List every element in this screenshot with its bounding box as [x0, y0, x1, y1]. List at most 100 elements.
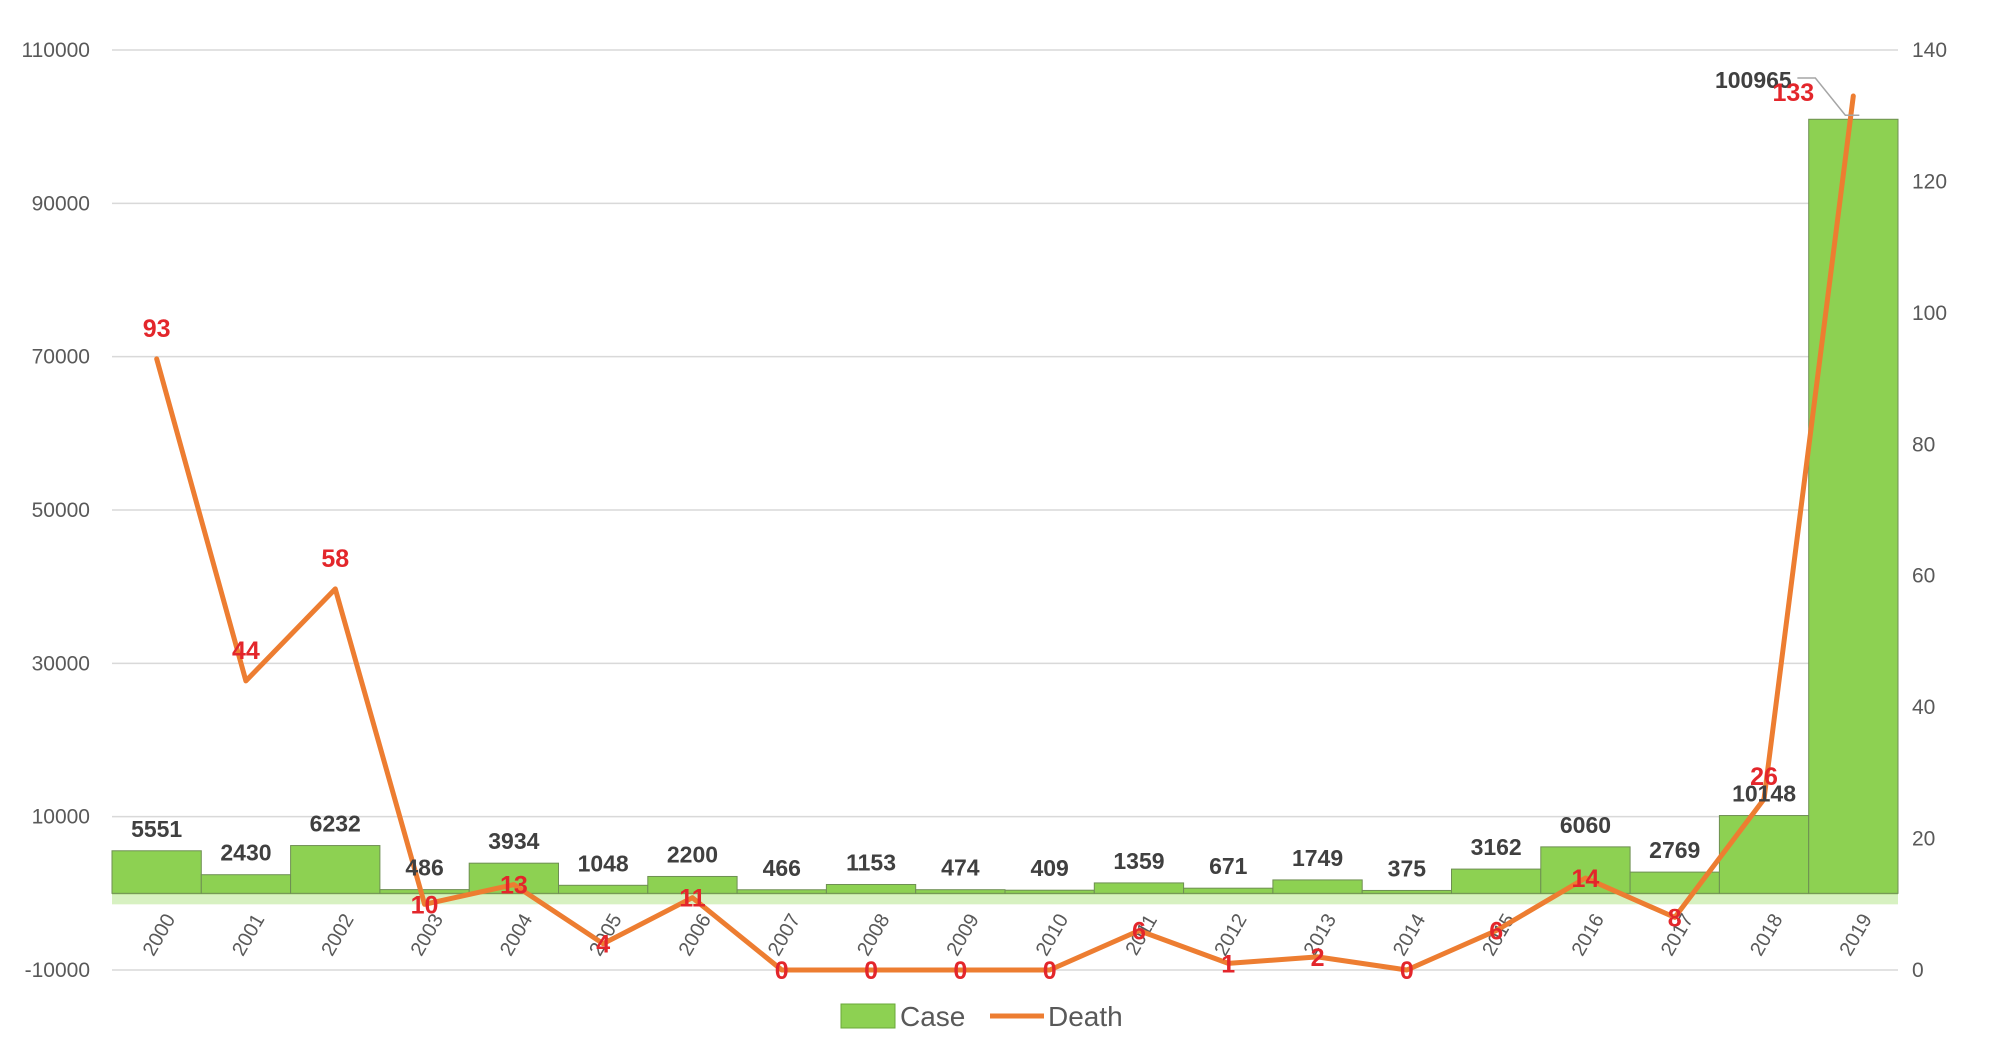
right-tick-label: 140 [1912, 39, 1947, 62]
bar-case-2013 [1272, 879, 1363, 894]
death-value-label: 6 [1489, 918, 1503, 946]
right-tick-label: 60 [1912, 565, 1935, 588]
bar-case-2012 [1183, 887, 1274, 894]
death-value-label: 0 [775, 957, 789, 985]
death-value-label: 11 [679, 885, 706, 913]
bar-case-2001 [200, 874, 292, 894]
x-tick-label: 2009 [943, 910, 984, 960]
case-value-label: 100965 [1715, 67, 1792, 93]
case-value-label: 6232 [310, 811, 361, 837]
case-value-label: 671 [1209, 853, 1248, 879]
case-value-label: 10148 [1732, 781, 1796, 807]
legend-case-swatch [840, 1003, 896, 1029]
right-tick-label: 80 [1912, 433, 1935, 456]
case-value-label: 6060 [1560, 812, 1611, 838]
case-value-label: 466 [763, 855, 801, 881]
death-value-label: 133 [1772, 79, 1814, 107]
bar-case-2008 [825, 883, 917, 894]
left-tick-label: 10000 [32, 806, 90, 829]
bar-case-2010 [1004, 889, 1095, 894]
case-value-label: 5551 [131, 816, 182, 842]
death-value-label: 0 [864, 957, 878, 985]
x-tick-label: 2006 [675, 910, 716, 960]
left-tick-label: 70000 [32, 346, 90, 369]
case-value-label: 375 [1388, 855, 1427, 881]
death-value-label: 58 [321, 545, 349, 573]
right-tick-label: 100 [1912, 302, 1947, 325]
bar-case-2002 [290, 845, 381, 894]
x-tick-label: 2004 [496, 910, 537, 960]
death-value-label: 0 [1043, 957, 1057, 985]
bar-case-2015 [1451, 868, 1542, 894]
left-axis: -10000 10000 30000 50000 70000 90000 110000 [21, 39, 90, 982]
case-value-label: 2769 [1649, 837, 1700, 863]
left-tick-label: 30000 [32, 652, 90, 675]
bar-case-2014 [1361, 889, 1452, 894]
case-value-label: 2430 [220, 840, 271, 866]
legend: Case Death [840, 1001, 1123, 1032]
bar-case-2004 [468, 862, 560, 894]
death-value-label: 13 [500, 872, 528, 900]
death-value-label: 93 [143, 315, 171, 343]
death-value-label: 6 [1132, 918, 1146, 946]
x-tick-label: 2014 [1389, 910, 1430, 960]
bar-case-2006 [647, 875, 738, 894]
right-tick-label: 20 [1912, 828, 1935, 851]
gridlines [112, 49, 1898, 971]
death-value-label: 44 [232, 637, 260, 665]
bar-case-2018 [1718, 815, 1810, 894]
case-value-label: 409 [1030, 855, 1068, 881]
legend-case-label: Case [900, 1001, 965, 1032]
bar-case-2000 [111, 850, 202, 894]
left-tick-label: 110000 [21, 39, 90, 62]
death-value-label: 0 [1400, 957, 1414, 985]
x-tick-label: 2000 [139, 910, 180, 960]
x-tick-label: 2018 [1746, 910, 1787, 960]
bar-case-2016 [1540, 846, 1631, 894]
death-line [154, 93, 1856, 973]
case-bars [111, 118, 1899, 894]
right-tick-label: 120 [1912, 170, 1947, 193]
legend-death-label: Death [1048, 1001, 1123, 1032]
case-value-label: 1048 [578, 850, 629, 876]
death-value-label: 1 [1221, 950, 1235, 978]
bar-case-2005 [558, 884, 649, 894]
case-value-label: 1153 [846, 849, 896, 875]
x-axis: 2000 2001 2002 2003 2004 2005 2006 2007 2008 2009… [139, 910, 1877, 960]
x-tick-label: 2016 [1568, 910, 1609, 960]
x-tick-label: 2019 [1836, 910, 1877, 960]
case-value-label: 3162 [1471, 834, 1522, 860]
right-axis: 0 20 40 60 80 100 120 140 [1912, 39, 1947, 982]
death-value-label: 26 [1750, 763, 1778, 791]
death-value-label: 0 [953, 957, 967, 985]
case-value-label: 1359 [1113, 848, 1164, 874]
right-tick-label: 0 [1912, 959, 1924, 982]
death-value-label: 2 [1311, 944, 1325, 972]
case-value-label: 474 [941, 855, 980, 881]
x-tick-label: 2010 [1032, 910, 1073, 960]
right-tick-label: 40 [1912, 696, 1935, 719]
case-label-leader [1797, 77, 1860, 117]
death-value-label: 14 [1572, 865, 1600, 893]
x-tick-label: 2001 [228, 910, 269, 960]
death-value-label: 4 [596, 931, 610, 959]
bar-case-2009 [915, 889, 1006, 894]
death-series-line [154, 93, 1856, 973]
x-tick-label: 2008 [853, 910, 894, 960]
death-value-label: 10 [411, 891, 439, 919]
case-data-labels: 5551 2430 6232 486 3934 1048 2200 466 1153 474 409… [131, 67, 1860, 881]
bar-case-2007 [736, 889, 827, 894]
case-value-label: 3934 [488, 828, 539, 854]
left-tick-label: 50000 [32, 499, 90, 522]
left-tick-label: -10000 [25, 959, 90, 982]
case-value-label: 1749 [1292, 845, 1343, 871]
x-tick-label: 2007 [764, 910, 805, 960]
case-value-label: 486 [405, 855, 443, 881]
case-value-label: 2200 [667, 841, 718, 867]
left-tick-label: 90000 [32, 192, 90, 215]
bar-case-2011 [1093, 882, 1185, 894]
death-value-label: 8 [1668, 904, 1682, 932]
x-tick-label: 2002 [317, 910, 358, 960]
